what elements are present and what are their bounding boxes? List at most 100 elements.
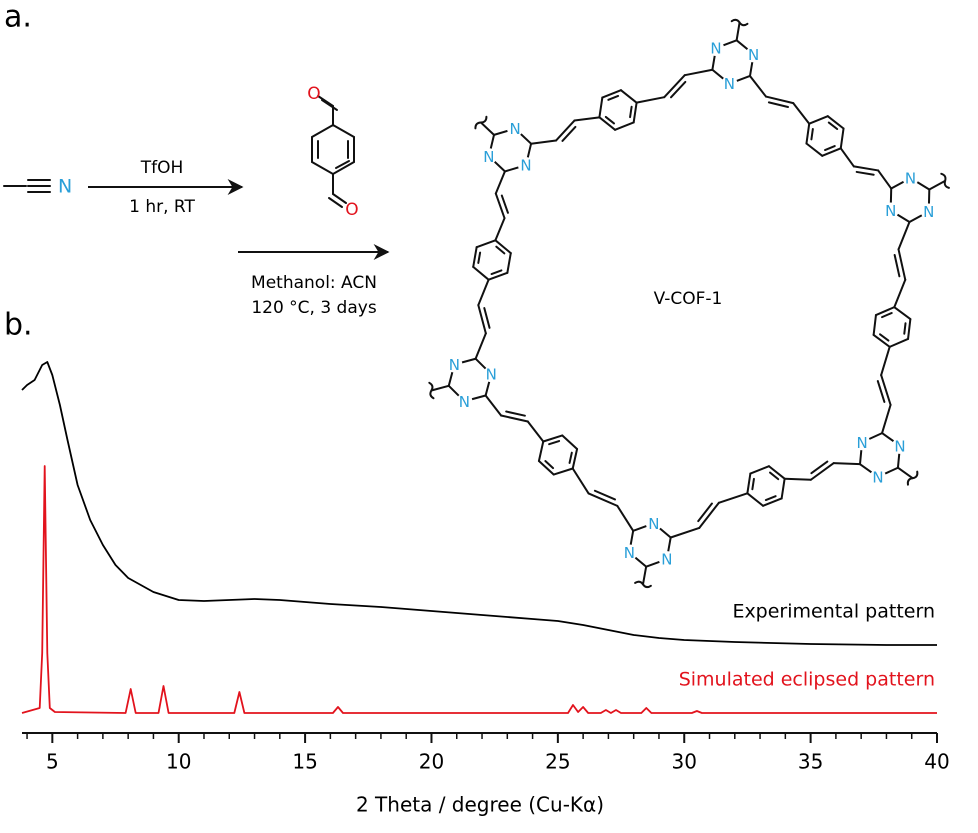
x-tick-label: 20 [419,750,444,774]
bond [893,253,901,278]
bond [601,89,622,99]
atom-mask [892,437,909,454]
atom-mask [517,157,534,174]
atom-mask [902,170,919,187]
bond [537,440,545,463]
condition: 120 °C, 3 days [251,298,377,318]
bond [573,116,601,122]
bond [542,434,564,443]
wavy-end [730,18,749,27]
bond [827,121,839,130]
bond [809,462,835,481]
x-tick-label: 5 [46,750,59,774]
bond [537,460,555,476]
bond [805,122,811,145]
condition: TfOH [140,158,184,178]
bond [568,451,573,464]
pxrd-chart: 2 Theta / degree (Cu-Kα) 5 10 15 20 25 30 35 40… [21,361,950,817]
bond [897,248,907,281]
atom-mask [480,148,497,165]
bond [663,74,686,99]
panel-label: a. [4,0,32,35]
panel-label: b. [4,308,33,343]
atom-mask [456,393,473,410]
bond [669,526,701,539]
bond [907,318,912,340]
bond [893,278,907,309]
bond [855,170,875,176]
bond [571,447,579,470]
atom-label: N [894,437,905,455]
atom-mask [507,120,524,137]
bond [764,495,777,502]
atom-mask [854,434,871,451]
bond [697,502,713,523]
atom-label: N [872,468,883,486]
bond [593,489,617,501]
bond [321,99,338,111]
bond [810,460,829,475]
bond [749,465,771,475]
atom-label: N [520,157,531,175]
bond [335,160,350,169]
bond [928,179,947,191]
reaction-scheme: a. b. N TfOH 1 hr, RT Methanol: ACN 120 … [3,0,950,589]
product-label: V-COF-1 [654,289,723,309]
bond [472,265,490,281]
bond [879,333,890,342]
bond [896,466,914,480]
atom-label: N [724,75,735,93]
wavy-end [906,470,919,486]
bond [897,220,911,251]
bond [808,115,829,125]
atom-mask [920,203,937,220]
atom-mask [869,468,886,485]
bond [490,269,503,276]
bond [530,139,558,145]
bond [484,394,503,417]
bond [479,121,496,136]
bond [669,80,687,99]
bond [477,251,482,264]
bond [472,246,478,268]
atom-label: O [307,84,320,104]
bond [832,462,861,466]
bond [598,116,617,131]
atom-mask [645,515,662,532]
bond [880,374,892,406]
bond [587,492,619,507]
bond [888,337,910,348]
bond [751,477,755,491]
bond [632,101,638,124]
bond [641,565,648,586]
bond [616,504,635,532]
bond [544,460,555,470]
wavy-end [940,172,950,189]
bond [872,314,877,336]
bond [880,345,891,377]
bond [761,497,783,507]
bond [474,332,487,360]
bond [555,119,576,142]
series-line [21,465,937,714]
bond [764,95,795,105]
bond [717,492,749,504]
bond [876,380,886,403]
x-axis-label: 2 Theta / degree (Cu-Kα) [356,793,604,817]
bond [619,89,638,104]
bond [746,492,764,507]
condition: Methanol: ACN [251,273,377,293]
atom-label: N [885,202,896,220]
bond [477,304,487,335]
x-tick-label: 15 [292,750,317,774]
bond [748,74,767,98]
x-tick-label: 40 [924,750,949,774]
atom-label: N [624,544,635,562]
atom-label: N [661,551,672,569]
bond [810,128,814,141]
bond [805,142,824,157]
bond [475,239,497,249]
bond [561,434,579,450]
bond [604,115,616,125]
